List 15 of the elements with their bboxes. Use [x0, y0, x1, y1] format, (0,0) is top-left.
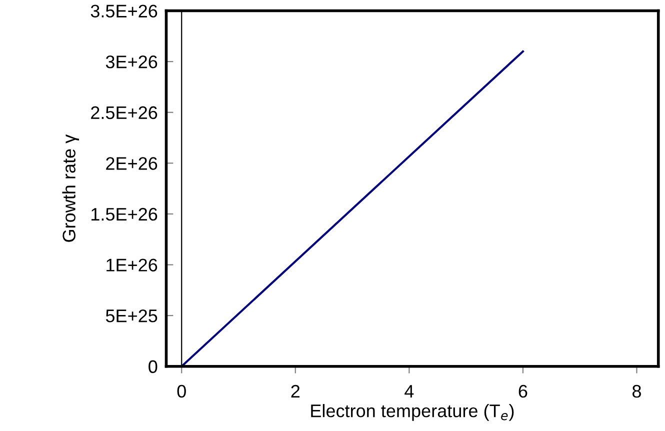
y-tick-label: 5E+25 — [106, 309, 158, 322]
x-axis-title: Electron temperature (T$_{e}$) — [311, 404, 514, 421]
x-tick-label: 2 — [291, 384, 300, 398]
x-tick-label: 0 — [177, 384, 186, 398]
x-tick-label: 6 — [518, 384, 528, 398]
y-tick-label: 0 — [148, 360, 158, 374]
x-tick-label: 8 — [632, 384, 641, 398]
y-tick-label: 1E+26 — [106, 258, 158, 272]
y-tick-label: 3E+26 — [106, 56, 158, 68]
y-tick-label: 1.5E+26 — [92, 208, 158, 221]
y-tick-label: 2.5E+26 — [91, 106, 158, 120]
y-tick-label: 2E+26 — [106, 157, 158, 170]
y-axis-title: Growth rate γ — [62, 134, 80, 242]
x-tick-label: 4 — [404, 385, 414, 398]
y-tick-label: 3.5E+26 — [90, 4, 158, 18]
